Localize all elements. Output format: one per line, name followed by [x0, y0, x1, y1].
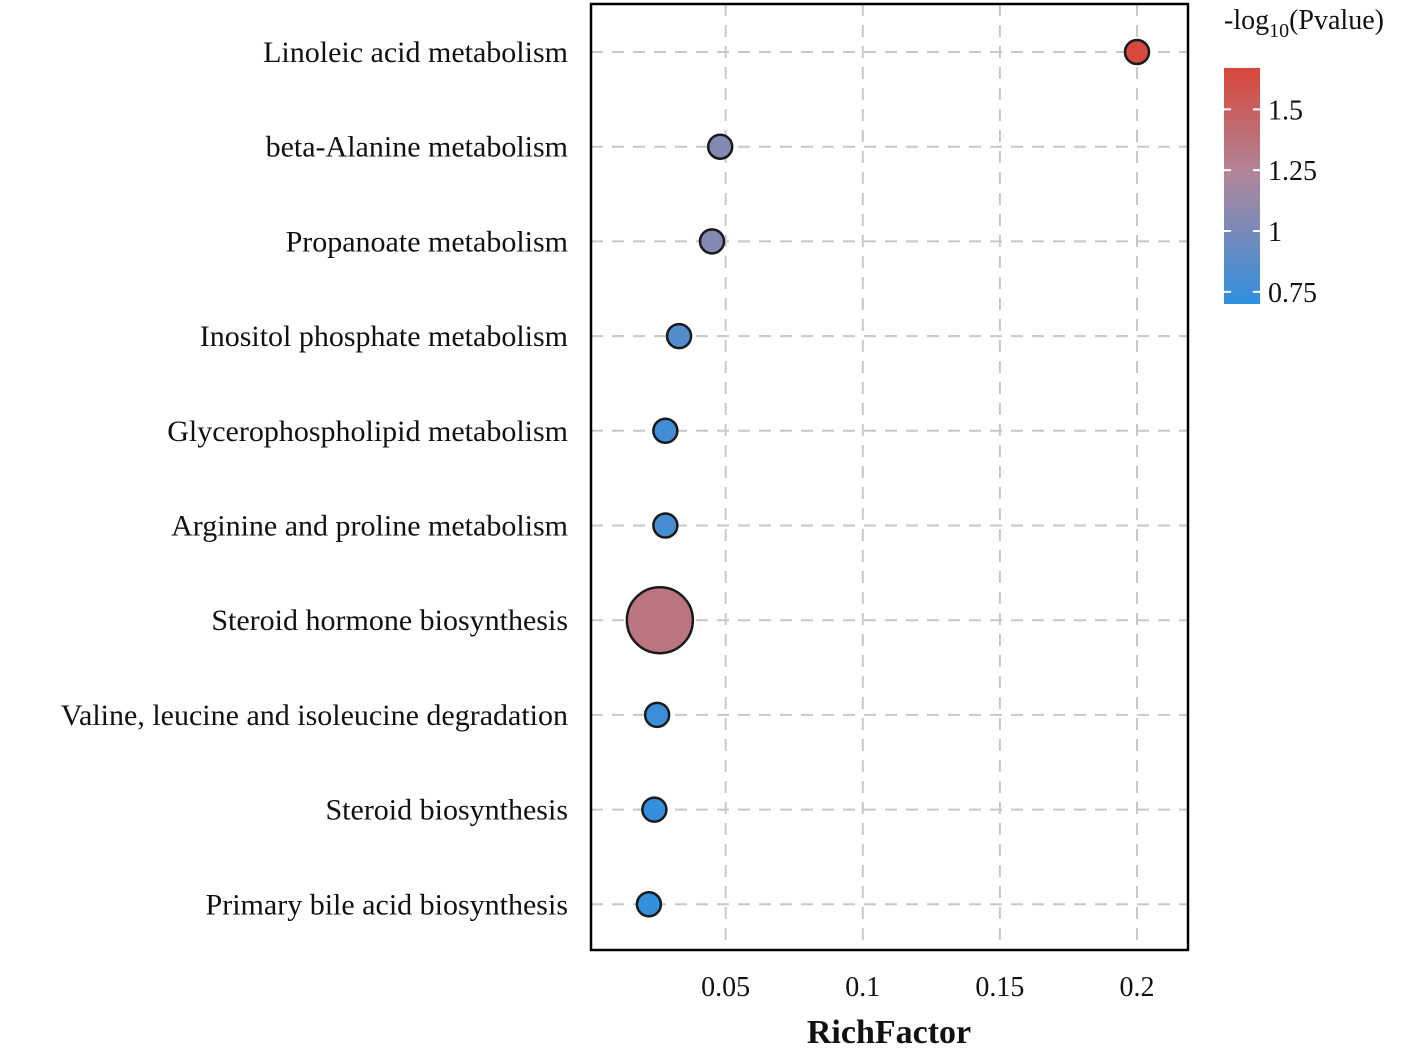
legend-tick-label: 0.75 — [1268, 278, 1317, 309]
grid-lines — [591, 4, 1188, 950]
data-point — [652, 512, 679, 539]
x-tick-label: 0.05 — [701, 972, 750, 1003]
legend-tick-label: 1 — [1268, 217, 1282, 248]
data-point — [643, 701, 671, 729]
category-label: Valine, leucine and isoleucine degradati… — [61, 699, 568, 732]
category-label: Inositol phosphate metabolism — [200, 320, 568, 353]
data-point — [641, 796, 668, 823]
x-tick-label: 0.2 — [1120, 972, 1155, 1003]
category-label: Steroid hormone biosynthesis — [211, 604, 568, 637]
color-legend: -log10(Pvalue) 0.75 1 1.25 1.5 — [1224, 5, 1384, 309]
legend-title: -log10(Pvalue) — [1224, 5, 1384, 42]
data-point — [625, 585, 695, 655]
category-label: Glycerophospholipid metabolism — [167, 415, 568, 448]
category-label: Steroid biosynthesis — [325, 794, 568, 827]
category-label: Linoleic acid metabolism — [263, 36, 568, 69]
legend-ticks: 0.75 1 1.25 1.5 — [1224, 95, 1317, 309]
category-label: Propanoate metabolism — [286, 225, 568, 258]
x-tick-labels: 0.05 0.1 0.15 0.2 — [701, 972, 1154, 1003]
data-points — [625, 38, 1151, 918]
legend-tick-label: 1.5 — [1268, 95, 1303, 126]
x-tick-label: 0.1 — [845, 972, 880, 1003]
data-point — [665, 322, 693, 350]
data-point — [635, 891, 663, 918]
legend-tick-label: 1.25 — [1268, 156, 1317, 187]
data-point — [652, 417, 679, 445]
category-label: Primary bile acid biosynthesis — [206, 888, 568, 921]
data-point — [706, 133, 734, 160]
plot-frame — [589, 2, 1190, 952]
x-axis-title: RichFactor — [807, 1014, 971, 1049]
data-point — [1123, 38, 1151, 66]
data-point — [698, 228, 726, 255]
category-label: beta-Alanine metabolism — [266, 131, 568, 164]
category-label: Arginine and proline metabolism — [171, 510, 568, 543]
x-tick-label: 0.15 — [975, 972, 1024, 1003]
color-bar — [1224, 68, 1260, 304]
category-labels: Linoleic acid metabolism beta-Alanine met… — [61, 36, 568, 921]
